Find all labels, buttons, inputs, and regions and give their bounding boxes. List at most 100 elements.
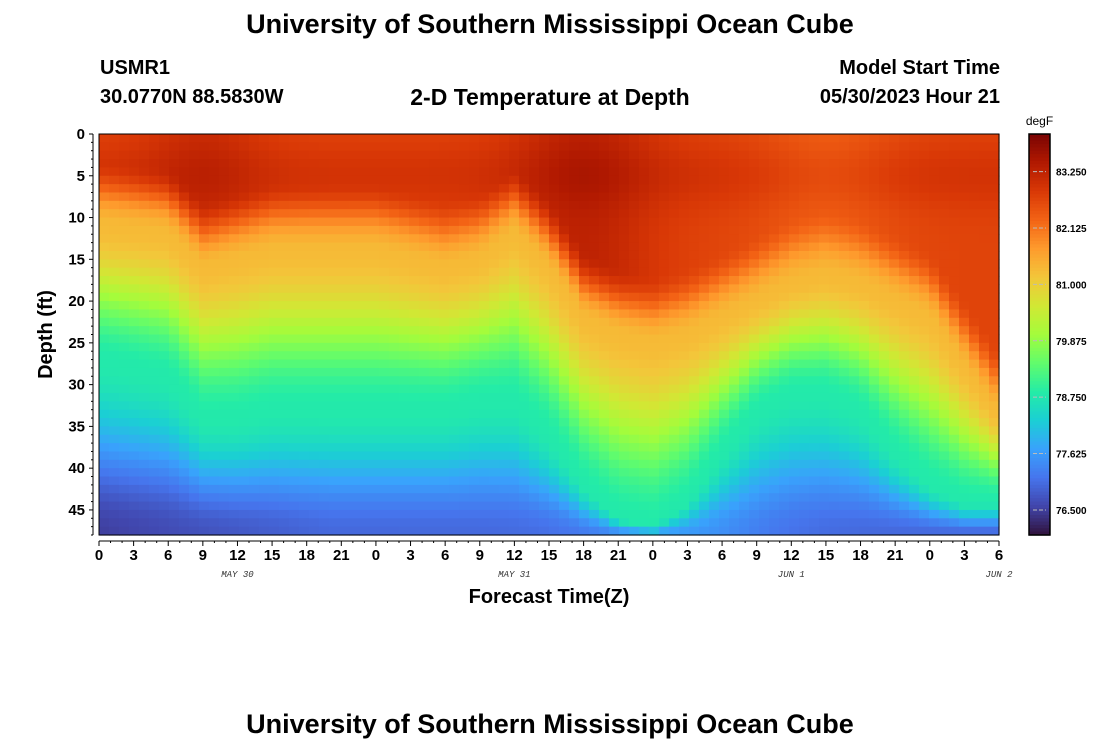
heatmap-cell xyxy=(839,367,850,377)
heatmap-cell xyxy=(249,367,260,377)
heatmap-cell xyxy=(269,317,280,327)
heatmap-cell xyxy=(329,200,340,210)
heatmap-cell xyxy=(559,451,570,461)
heatmap-cell xyxy=(759,476,770,486)
heatmap-cell xyxy=(319,317,330,327)
heatmap-cell xyxy=(649,334,660,344)
heatmap-cell xyxy=(739,367,750,377)
heatmap-cell xyxy=(459,276,470,285)
heatmap-cell xyxy=(429,518,440,528)
heatmap-cell xyxy=(799,326,810,336)
heatmap-cell xyxy=(889,351,900,361)
heatmap-cell xyxy=(669,518,680,528)
heatmap-cell xyxy=(979,526,990,536)
heatmap-cell xyxy=(289,276,300,285)
heatmap-cell xyxy=(869,259,880,269)
heatmap-cell xyxy=(189,326,200,336)
heatmap-cell xyxy=(259,250,270,260)
heatmap-cell xyxy=(739,292,750,302)
heatmap-cell xyxy=(809,309,820,319)
heatmap-cell xyxy=(199,200,210,210)
heatmap-cell xyxy=(389,284,400,294)
heatmap-cell xyxy=(639,267,650,277)
heatmap-cell xyxy=(649,217,660,227)
colorbar-segment xyxy=(1029,250,1050,255)
heatmap-cell xyxy=(589,326,600,336)
heatmap-cell xyxy=(959,484,970,494)
heatmap-cell xyxy=(649,150,660,160)
heatmap-cell xyxy=(779,468,790,478)
heatmap-cell xyxy=(439,426,450,436)
heatmap-cell xyxy=(989,409,1000,419)
heatmap-cell xyxy=(929,484,940,494)
x-tick-label: 9 xyxy=(476,547,484,564)
heatmap-cell xyxy=(809,426,820,436)
heatmap-cell xyxy=(989,276,1000,285)
heatmap-cell xyxy=(639,476,650,486)
heatmap-cell xyxy=(869,367,880,377)
heatmap-cell xyxy=(899,242,910,252)
heatmap-cell xyxy=(539,326,550,336)
heatmap-cell xyxy=(569,409,580,419)
heatmap-cell xyxy=(979,384,990,394)
heatmap-cell xyxy=(309,518,320,528)
heatmap-cell xyxy=(669,351,680,361)
heatmap-cell xyxy=(929,493,940,503)
heatmap-cell xyxy=(849,242,860,252)
heatmap-cell xyxy=(469,292,480,302)
heatmap-cell xyxy=(99,476,110,486)
heatmap-cell xyxy=(609,518,620,528)
colorbar-segment xyxy=(1029,438,1050,443)
heatmap-cell xyxy=(699,476,710,486)
heatmap-cell xyxy=(709,276,720,285)
heatmap-cell xyxy=(479,259,490,269)
heatmap-cell xyxy=(159,518,170,528)
heatmap-cell xyxy=(909,225,920,235)
heatmap-cell xyxy=(99,468,110,478)
heatmap-cell xyxy=(449,526,460,536)
heatmap-cell xyxy=(129,376,140,386)
heatmap-cell xyxy=(509,309,520,319)
heatmap-cell xyxy=(789,451,800,461)
heatmap-cell xyxy=(219,292,230,302)
heatmap-cell xyxy=(529,134,540,143)
heatmap-cell xyxy=(129,526,140,536)
heatmap-cell xyxy=(189,367,200,377)
heatmap-cell xyxy=(739,493,750,503)
heatmap-cell xyxy=(429,476,440,486)
heatmap-cell xyxy=(709,259,720,269)
heatmap-cell xyxy=(849,409,860,419)
heatmap-cell xyxy=(369,443,380,453)
heatmap-cell xyxy=(599,443,610,453)
heatmap-cell xyxy=(509,384,520,394)
heatmap-cell xyxy=(159,468,170,478)
heatmap-cell xyxy=(129,267,140,277)
heatmap-cell xyxy=(329,493,340,503)
heatmap-cell xyxy=(559,334,570,344)
heatmap-cell xyxy=(399,493,410,503)
heatmap-cell xyxy=(439,434,450,444)
heatmap-cell xyxy=(379,225,390,235)
heatmap-cell xyxy=(649,242,660,252)
heatmap-cell xyxy=(519,342,530,352)
heatmap-cell xyxy=(449,225,460,235)
heatmap-cell xyxy=(329,434,340,444)
heatmap-cell xyxy=(559,250,570,260)
heatmap-cell xyxy=(879,276,890,285)
heatmap-cell xyxy=(529,326,540,336)
heatmap-cell xyxy=(899,384,910,394)
heatmap-cell xyxy=(669,284,680,294)
heatmap-cell xyxy=(879,443,890,453)
heatmap-cell xyxy=(719,351,730,361)
heatmap-cell xyxy=(289,426,300,436)
heatmap-cell xyxy=(739,217,750,227)
heatmap-cell xyxy=(409,250,420,260)
heatmap-cell xyxy=(509,418,520,427)
heatmap-cell xyxy=(989,501,1000,511)
heatmap-cell xyxy=(159,284,170,294)
heatmap-cell xyxy=(109,309,120,319)
heatmap-cell xyxy=(129,493,140,503)
heatmap-cell xyxy=(499,509,510,519)
heatmap-cell xyxy=(739,159,750,169)
heatmap-cell xyxy=(789,267,800,277)
